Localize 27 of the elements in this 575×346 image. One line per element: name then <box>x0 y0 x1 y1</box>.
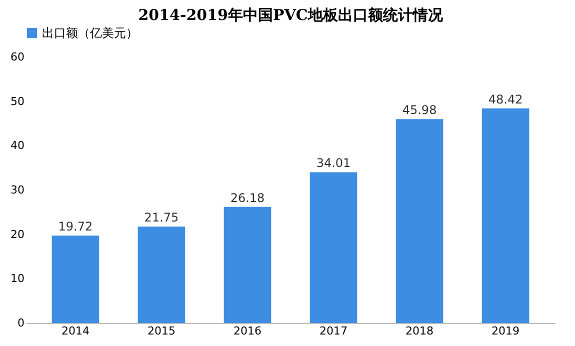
legend-label: 出口额（亿美元） <box>42 26 138 40</box>
y-tick-label: 10 <box>10 272 24 286</box>
y-tick-label: 0 <box>18 316 24 330</box>
y-tick-label: 30 <box>10 184 24 196</box>
data-label: 26.18 <box>230 190 265 205</box>
x-tick-label: 2019 <box>492 324 520 338</box>
bar <box>224 206 272 323</box>
bar <box>52 236 100 323</box>
data-label: 45.98 <box>402 103 437 118</box>
data-label: 19.72 <box>58 220 93 234</box>
data-label: 48.42 <box>488 92 523 106</box>
data-label: 21.75 <box>144 210 179 225</box>
y-tick-label: 40 <box>10 139 24 152</box>
y-tick-label: 20 <box>10 228 24 241</box>
bar <box>396 119 444 323</box>
y-tick-label: 50 <box>10 94 24 108</box>
y-tick-label: 60 <box>10 50 24 64</box>
bar <box>310 172 358 323</box>
bar <box>138 226 186 323</box>
x-tick-label: 2015 <box>147 324 176 338</box>
bar <box>482 108 530 323</box>
x-tick-label: 2018 <box>406 324 434 338</box>
x-tick-label: 2014 <box>61 324 90 338</box>
data-label: 34.01 <box>316 156 351 170</box>
chart-title: 2014-2019年中国PVC地板出口额统计情况 <box>138 6 444 24</box>
x-tick-label: 2016 <box>233 324 262 338</box>
x-tick-label: 2017 <box>320 324 348 338</box>
